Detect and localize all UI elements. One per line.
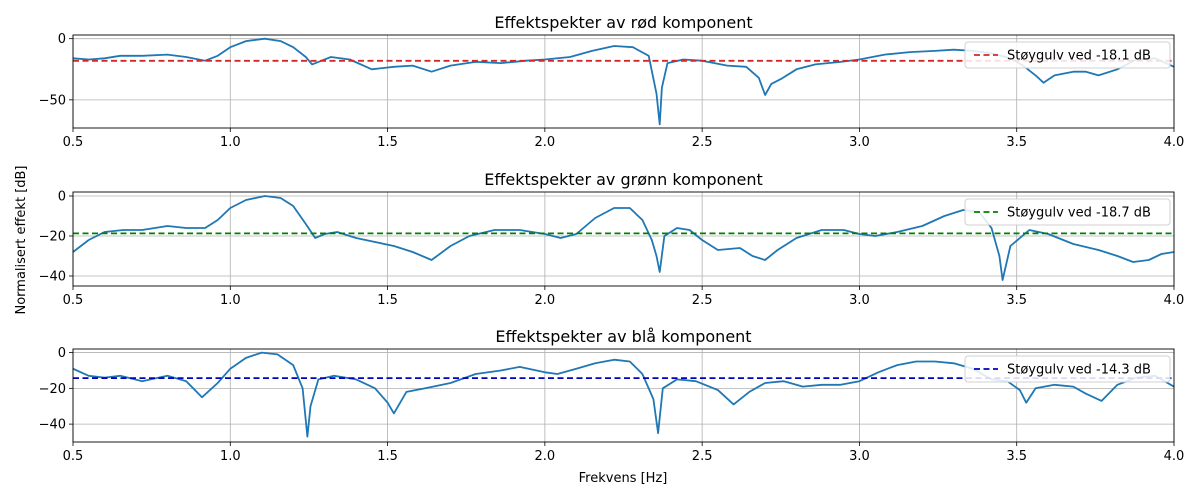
legend: Støygulv ved -18.7 dB	[964, 198, 1171, 226]
axes-frame	[72, 191, 1175, 287]
y-tick-label: −40	[39, 270, 66, 285]
legend-label: Støygulv ved -14.3 dB	[1007, 363, 1151, 378]
x-tick-label: 3.5	[1006, 449, 1027, 464]
x-tick-label: 0.5	[63, 293, 84, 308]
x-tick-label: 2.0	[535, 135, 556, 150]
y-tick-label: 0	[58, 32, 66, 47]
x-tick-label: 2.5	[692, 293, 713, 308]
chart-panel-3: Effektspekter av blå komponent 0.5 1.0 1.5 2…	[39, 327, 1185, 464]
legend: Støygulv ved -14.3 dB	[964, 355, 1171, 383]
y-tick-label: −20	[39, 382, 66, 397]
legend-label: Støygulv ved -18.1 dB	[1007, 49, 1151, 64]
spectrum-line-series-1	[73, 195, 1174, 281]
shared-x-axis-label: Frekvens [Hz]	[579, 471, 668, 486]
x-tick-label: 2.5	[692, 449, 713, 464]
x-tick-label: 4.0	[1164, 135, 1185, 150]
x-tick-label: 1.0	[220, 293, 241, 308]
x-tick-label: 1.5	[377, 135, 398, 150]
x-tick-label: 1.0	[220, 449, 241, 464]
legend-box	[964, 198, 1171, 226]
x-tick-label: 0.5	[63, 449, 84, 464]
chart-title: Effektspekter av blå komponent	[495, 327, 751, 346]
x-tick-label: 2.0	[535, 293, 556, 308]
chart-panel-2: Effektspekter av grønn komponent 0.5 1.0 1.…	[39, 170, 1185, 308]
chart-title: Effektspekter av rød komponent	[494, 13, 752, 32]
x-tick-label: 3.0	[849, 449, 870, 464]
axes-frame	[72, 348, 1175, 443]
chart-panel-1: Effektspekter av rød komponent 0.5 1.0 1.5 2…	[39, 13, 1185, 150]
x-tick-label: 4.0	[1164, 449, 1185, 464]
x-tick-label: 3.5	[1006, 135, 1027, 150]
x-tick-label: 3.0	[849, 293, 870, 308]
axes-frame	[72, 34, 1175, 129]
x-tick-label: 2.5	[692, 135, 713, 150]
shared-y-axis-label: Normalisert effekt [dB]	[14, 165, 29, 314]
x-tick-label: 2.0	[535, 449, 556, 464]
x-tick-label: 1.5	[377, 293, 398, 308]
x-tick-label: 3.5	[1006, 293, 1027, 308]
legend-label: Støygulv ved -18.7 dB	[1007, 206, 1151, 221]
x-tick-label: 4.0	[1164, 293, 1185, 308]
x-tick-label: 1.5	[377, 449, 398, 464]
legend-box	[964, 41, 1171, 69]
x-tick-label: 3.0	[849, 135, 870, 150]
x-tick-label: 0.5	[63, 135, 84, 150]
y-tick-label: −50	[39, 93, 66, 108]
legend-box	[964, 355, 1171, 383]
legend: Støygulv ved -18.1 dB	[964, 41, 1171, 69]
y-tick-label: 0	[58, 346, 66, 361]
y-tick-label: −20	[39, 230, 66, 245]
y-tick-label: 0	[58, 190, 66, 205]
y-tick-label: −40	[39, 418, 66, 433]
chart-title: Effektspekter av grønn komponent	[484, 170, 763, 189]
x-tick-label: 1.0	[220, 135, 241, 150]
